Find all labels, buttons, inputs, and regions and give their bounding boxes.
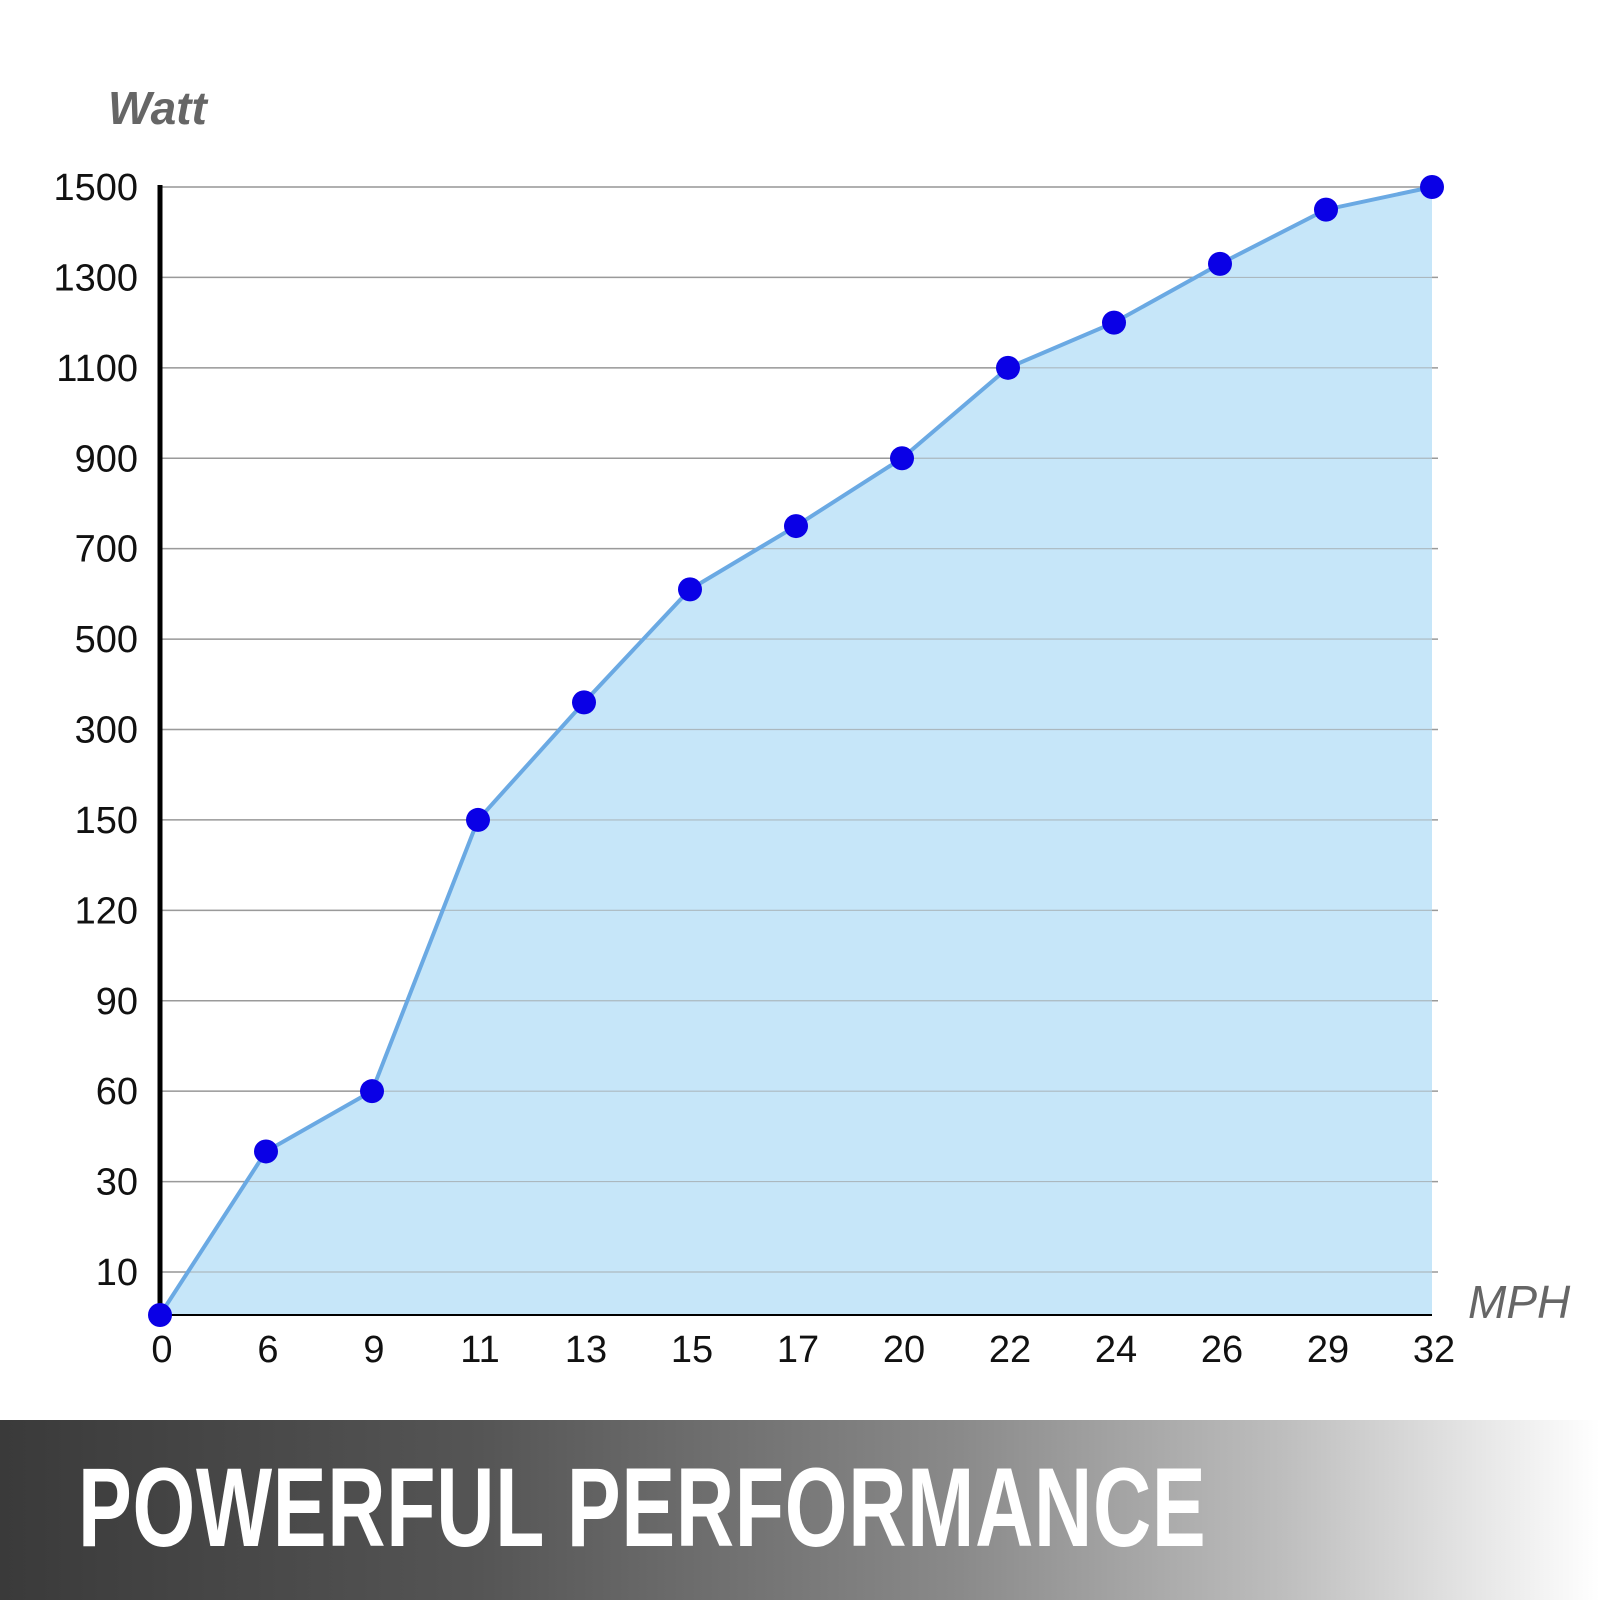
x-tick-label: 20 <box>883 1329 925 1371</box>
x-tick-label: 6 <box>257 1329 278 1371</box>
data-point <box>1314 197 1338 222</box>
y-tick-label: 500 <box>75 619 138 661</box>
y-tick-label: 900 <box>75 438 138 480</box>
y-tick-label: 120 <box>75 890 138 932</box>
y-tick-label: 90 <box>96 981 138 1023</box>
data-point <box>1420 175 1444 199</box>
area-fill <box>160 187 1432 1315</box>
x-tick-label: 22 <box>989 1329 1031 1371</box>
banner-title: POWERFUL PERFORMANCE <box>78 1445 1207 1570</box>
data-point <box>466 807 490 832</box>
data-point <box>678 577 702 602</box>
y-tick-label: 60 <box>96 1071 138 1113</box>
data-point <box>1208 251 1232 276</box>
x-tick-label: 29 <box>1307 1329 1349 1371</box>
data-point <box>360 1079 384 1104</box>
x-tick-label: 32 <box>1413 1329 1455 1371</box>
x-tick-label: 24 <box>1095 1329 1137 1371</box>
y-axis-label: Watt <box>108 82 208 134</box>
y-tick-label: 150 <box>75 800 138 842</box>
line-area-chart: 10 30 60 90 120 150 300 500 700 900 1100 1300 1500 0 6… <box>53 82 1571 1371</box>
x-tick-label: 15 <box>671 1329 713 1371</box>
data-point <box>1102 310 1126 335</box>
x-tick-label: 0 <box>151 1329 172 1371</box>
y-tick-label: 300 <box>75 710 138 752</box>
data-point <box>254 1139 278 1164</box>
y-tick-label: 10 <box>96 1252 138 1294</box>
x-tick-label: 17 <box>777 1329 819 1371</box>
y-tick-label: 1100 <box>56 348 138 390</box>
y-tick-label: 30 <box>96 1162 138 1204</box>
data-point <box>148 1303 172 1327</box>
y-tick-label: 1500 <box>53 167 138 209</box>
data-point <box>572 690 596 715</box>
x-tick-label: 9 <box>363 1329 384 1371</box>
banner: POWERFUL PERFORMANCE <box>0 1420 1600 1600</box>
x-tick-label: 11 <box>460 1329 499 1371</box>
y-tick-label: 700 <box>75 529 138 571</box>
x-axis-label: MPH <box>1468 1276 1571 1328</box>
data-point <box>890 446 914 471</box>
x-tick-label: 26 <box>1201 1329 1243 1371</box>
x-tick-label: 13 <box>565 1329 607 1371</box>
data-point <box>784 514 808 539</box>
data-point <box>996 355 1020 380</box>
y-tick-label: 1300 <box>53 257 138 299</box>
